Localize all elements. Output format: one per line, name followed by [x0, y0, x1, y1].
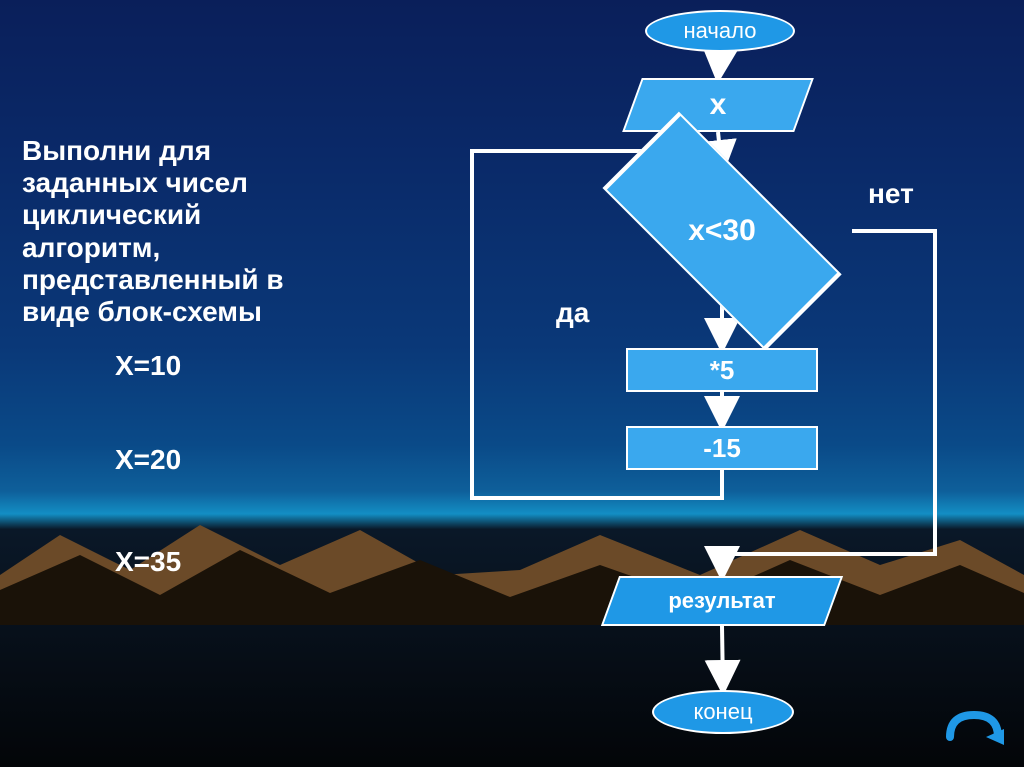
- decision-label: х<30: [688, 214, 756, 248]
- start-label: начало: [684, 18, 757, 44]
- task-text: Выполни для заданных чисел циклический а…: [22, 135, 332, 328]
- edge-label-yes: да: [556, 297, 589, 329]
- flowchart-process-multiply: *5: [626, 348, 818, 392]
- flowchart-decision: х<30: [592, 170, 852, 292]
- x-value-3: Х=35: [115, 546, 181, 578]
- output-label: результат: [668, 588, 775, 614]
- op2-label: -15: [703, 433, 741, 464]
- flowchart-output: результат: [610, 576, 834, 626]
- x-value-1: Х=10: [115, 350, 181, 382]
- flowchart-process-subtract: -15: [626, 426, 818, 470]
- end-label: конец: [693, 699, 752, 725]
- op1-label: *5: [710, 355, 735, 386]
- x-value-2: Х=20: [115, 444, 181, 476]
- return-arrow-icon[interactable]: [942, 707, 1004, 749]
- flowchart-end: конец: [652, 690, 794, 734]
- input-label: х: [710, 88, 727, 122]
- flowchart-input: х: [632, 78, 804, 132]
- flowchart-container: начало х х<30 *5 -15 результат конец да …: [380, 0, 1000, 767]
- flowchart-start: начало: [645, 10, 795, 52]
- edge-label-no: нет: [868, 178, 914, 210]
